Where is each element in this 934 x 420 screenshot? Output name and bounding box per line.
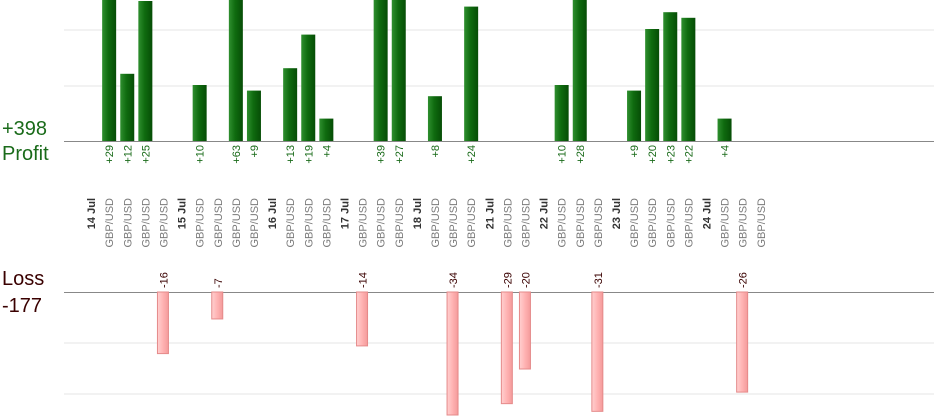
loss-value-3-0: -14 xyxy=(358,272,370,288)
pair-label-4-2: GBP/USD xyxy=(466,198,478,248)
pair-label-7-1: GBP/USD xyxy=(647,198,659,248)
profit-bar-3-2 xyxy=(391,0,406,141)
date-label-7: 23 Jul xyxy=(611,198,623,229)
profit-value-4-2: +24 xyxy=(466,145,478,164)
pair-label-1-2: GBP/USD xyxy=(231,198,243,248)
profit-value-3-1: +39 xyxy=(376,145,388,164)
profit-value-8-0: +4 xyxy=(720,145,732,158)
date-label-5: 21 Jul xyxy=(484,198,496,229)
pair-label-5-1: GBP/USD xyxy=(520,198,532,248)
profit-bar-8-0 xyxy=(717,118,732,141)
loss-bar-1-1 xyxy=(211,291,224,320)
pair-label-5-0: GBP/USD xyxy=(502,198,514,248)
loss-bar-4-1 xyxy=(446,291,459,416)
pair-label-6-1: GBP/USD xyxy=(575,198,587,248)
profit-total: +398 xyxy=(2,118,48,140)
loss-value-5-1: -20 xyxy=(520,272,532,288)
profit-bar-4-0 xyxy=(427,96,442,141)
profit-bar-2-1 xyxy=(301,34,316,141)
profit-value-0-2: +25 xyxy=(140,145,152,164)
profit-bar-6-1 xyxy=(572,0,587,141)
profit-value-0-0: +29 xyxy=(104,145,116,164)
pair-label-0-3: GBP/USD xyxy=(158,198,170,248)
profit-bar-1-3 xyxy=(246,90,261,141)
profit-value-1-0: +10 xyxy=(195,145,207,164)
profit-bar-7-1 xyxy=(645,29,660,141)
profit-value-7-3: +22 xyxy=(683,145,695,164)
profit-value-7-0: +9 xyxy=(629,145,641,158)
profit-value-2-2: +4 xyxy=(321,145,333,158)
profit-value-2-1: +19 xyxy=(303,145,315,164)
date-label-0: 14 Jul xyxy=(86,198,98,229)
pair-label-1-3: GBP/USD xyxy=(249,198,261,248)
loss-value-4-1: -34 xyxy=(448,272,460,288)
profit-bar-7-3 xyxy=(681,17,696,141)
date-label-4: 18 Jul xyxy=(412,198,424,229)
profit-value-7-2: +23 xyxy=(665,145,677,164)
loss-bar-8-1 xyxy=(736,291,749,393)
loss-label: Loss xyxy=(2,268,45,290)
profit-bar-7-2 xyxy=(663,12,678,142)
profit-bar-2-2 xyxy=(319,118,334,141)
profit-bar-0-2 xyxy=(138,1,153,141)
pair-label-3-1: GBP/USD xyxy=(376,198,388,248)
pair-label-4-0: GBP/USD xyxy=(430,198,442,248)
profit-value-6-0: +10 xyxy=(557,145,569,164)
pair-label-6-2: GBP/USD xyxy=(593,198,605,248)
loss-value-0-3: -16 xyxy=(158,272,170,288)
profit-bar-3-1 xyxy=(373,0,388,141)
date-label-1: 15 Jul xyxy=(177,198,189,229)
profit-value-7-1: +20 xyxy=(647,145,659,164)
pair-label-8-0: GBP/USD xyxy=(720,198,732,248)
profit-bar-4-2 xyxy=(464,6,479,141)
profit-bar-7-0 xyxy=(627,90,642,141)
profit-value-0-1: +12 xyxy=(122,145,134,164)
loss-value-1-1: -7 xyxy=(213,278,225,288)
date-label-2: 16 Jul xyxy=(267,198,279,229)
loss-bar-3-0 xyxy=(356,291,369,347)
loss-bar-6-2 xyxy=(591,291,604,412)
profit-label: Profit xyxy=(2,143,49,165)
loss-bar-0-3 xyxy=(156,291,169,355)
profit-bar-0-1 xyxy=(120,73,135,141)
loss-value-8-1: -26 xyxy=(738,272,750,288)
pair-label-8-2: GBP/USD xyxy=(756,198,768,248)
profit-value-2-0: +13 xyxy=(285,145,297,164)
profit-bar-6-0 xyxy=(554,85,569,141)
profit-value-1-2: +63 xyxy=(231,145,243,164)
profit-bar-1-2 xyxy=(228,0,243,141)
date-label-8: 24 Jul xyxy=(701,198,713,229)
profit-value-6-1: +28 xyxy=(575,145,587,164)
pair-label-0-2: GBP/USD xyxy=(140,198,152,248)
pair-label-4-1: GBP/USD xyxy=(448,198,460,248)
profit-bar-2-0 xyxy=(283,68,298,141)
pair-label-0-1: GBP/USD xyxy=(122,198,134,248)
pair-label-8-1: GBP/USD xyxy=(738,198,750,248)
pair-label-1-0: GBP/USD xyxy=(195,198,207,248)
profit-bar-0-0 xyxy=(102,0,117,141)
loss-total: -177 xyxy=(2,295,43,317)
pair-label-2-1: GBP/USD xyxy=(303,198,315,248)
profit-value-3-2: +27 xyxy=(394,145,406,164)
pair-label-6-0: GBP/USD xyxy=(557,198,569,248)
pair-label-7-2: GBP/USD xyxy=(665,198,677,248)
loss-value-6-2: -31 xyxy=(593,272,605,288)
pair-label-3-0: GBP/USD xyxy=(358,198,370,248)
loss-value-5-0: -29 xyxy=(502,272,514,288)
loss-bar-5-0 xyxy=(500,291,513,405)
profit-value-1-3: +9 xyxy=(249,145,261,158)
date-label-3: 17 Jul xyxy=(339,198,351,229)
date-label-6: 22 Jul xyxy=(539,198,551,229)
pair-label-2-2: GBP/USD xyxy=(321,198,333,248)
pair-label-1-1: GBP/USD xyxy=(213,198,225,248)
pair-label-7-3: GBP/USD xyxy=(683,198,695,248)
profit-bar-1-0 xyxy=(192,85,207,141)
pair-label-0-0: GBP/USD xyxy=(104,198,116,248)
pair-label-7-0: GBP/USD xyxy=(629,198,641,248)
pair-label-2-0: GBP/USD xyxy=(285,198,297,248)
profit-value-4-0: +8 xyxy=(430,145,442,158)
loss-bar-5-1 xyxy=(518,291,531,370)
pair-label-3-2: GBP/USD xyxy=(394,198,406,248)
